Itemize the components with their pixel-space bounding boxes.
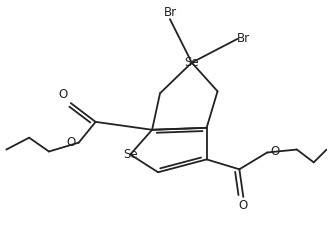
Text: Br: Br xyxy=(237,32,251,45)
Text: O: O xyxy=(270,145,280,158)
Text: O: O xyxy=(58,88,68,101)
Text: O: O xyxy=(239,199,248,212)
Text: Se: Se xyxy=(123,148,138,161)
Text: Br: Br xyxy=(163,6,176,19)
Text: O: O xyxy=(66,136,75,149)
Text: Se: Se xyxy=(184,56,199,69)
